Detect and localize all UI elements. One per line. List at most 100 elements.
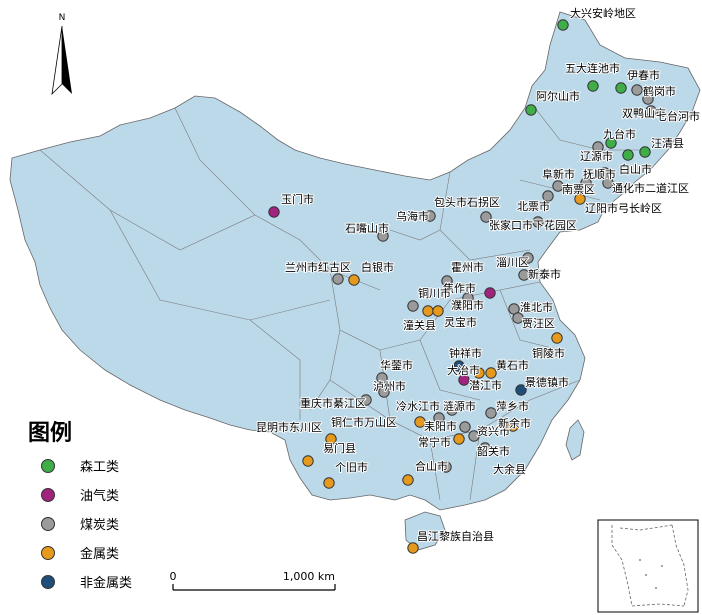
city-marker-3[interactable] <box>631 84 643 96</box>
china-landmass <box>9 11 701 511</box>
city-marker-57[interactable] <box>407 542 419 554</box>
city-marker-2[interactable] <box>615 82 627 94</box>
city-marker-11[interactable] <box>580 177 592 189</box>
city-marker-49[interactable] <box>507 420 519 432</box>
city-marker-29[interactable] <box>407 300 419 312</box>
city-marker-10[interactable] <box>622 149 634 161</box>
city-label-8: 汪清县 <box>651 137 684 150</box>
city-marker-21[interactable] <box>532 216 544 228</box>
city-label-53: 韶关市 <box>477 444 510 458</box>
city-label-26: 新泰市 <box>528 267 561 281</box>
city-marker-5[interactable] <box>642 93 654 105</box>
city-marker-13[interactable] <box>552 180 564 192</box>
city-marker-50[interactable] <box>325 433 337 445</box>
city-marker-38[interactable] <box>473 367 485 379</box>
city-label-0: 大兴安岭地区 <box>570 6 636 20</box>
city-label-41: 泸州市 <box>373 379 406 393</box>
city-label-28: 濮阳市 <box>451 298 484 312</box>
city-marker-36[interactable] <box>376 372 388 384</box>
city-label-13: 南票区 <box>562 183 595 196</box>
city-label-21: 张家口市下花园区 <box>489 218 577 232</box>
legend-symbol-coal <box>41 517 55 531</box>
city-marker-1[interactable] <box>587 80 599 92</box>
city-marker-25[interactable] <box>522 252 534 264</box>
city-marker-42[interactable] <box>360 394 372 406</box>
city-label-35: 钟祥市 <box>449 346 482 360</box>
city-marker-45[interactable] <box>485 407 497 419</box>
city-label-20: 石嘴山市 <box>345 221 389 235</box>
city-marker-44[interactable] <box>446 404 458 416</box>
city-label-23: 白银市 <box>361 260 394 274</box>
city-label-27: 焦作市 <box>443 281 476 295</box>
city-marker-8[interactable] <box>639 146 651 158</box>
city-marker-6[interactable] <box>645 105 657 117</box>
city-label-45: 萍乡市 <box>496 399 529 413</box>
city-marker-27[interactable] <box>462 292 474 304</box>
city-label-17: 玉门市 <box>281 192 314 206</box>
city-label-57: 昌江黎族自治县 <box>417 529 494 543</box>
city-label-38: 大冶市 <box>447 363 480 377</box>
city-marker-39[interactable] <box>515 384 527 396</box>
city-marker-41[interactable] <box>378 386 390 398</box>
city-marker-56[interactable] <box>402 474 414 486</box>
city-marker-34[interactable] <box>551 332 563 344</box>
city-label-18: 乌海市 <box>396 209 429 223</box>
city-label-40: 潜江市 <box>469 378 502 392</box>
city-marker-51[interactable] <box>302 455 314 467</box>
city-marker-14[interactable] <box>602 177 614 189</box>
city-marker-23[interactable] <box>348 274 360 286</box>
city-marker-32[interactable] <box>432 305 444 317</box>
legend-label-metal: 金属类 <box>80 546 119 562</box>
city-marker-24[interactable] <box>441 275 453 287</box>
city-label-49: 新余市 <box>498 416 531 430</box>
legend-symbol-oilgas <box>41 488 55 502</box>
city-label-14: 通化市二道江区 <box>612 181 689 195</box>
city-marker-16[interactable] <box>574 193 586 205</box>
city-label-12: 抚顺市 <box>583 167 616 181</box>
legend-symbol-nonmetal <box>41 575 55 589</box>
taiwan-island <box>565 419 585 461</box>
city-marker-7[interactable] <box>605 137 617 149</box>
city-marker-54[interactable] <box>323 477 335 489</box>
city-marker-26[interactable] <box>518 269 530 281</box>
city-marker-33[interactable] <box>512 312 524 324</box>
city-label-48: 资兴市 <box>477 424 510 438</box>
city-label-6: 七台河市 <box>656 109 700 123</box>
city-marker-53[interactable] <box>479 442 491 454</box>
city-label-19: 包头市石拐区 <box>434 195 500 209</box>
city-label-16: 辽阳市弓长岭区 <box>585 201 662 215</box>
city-marker-4[interactable] <box>525 104 537 116</box>
city-label-5: 双鸭山市 <box>622 106 666 120</box>
city-marker-48[interactable] <box>468 430 480 442</box>
city-marker-37[interactable] <box>485 367 497 379</box>
city-marker-28[interactable] <box>484 287 496 299</box>
city-marker-55[interactable] <box>440 461 452 473</box>
legend-label-nonmetal: 非金属类 <box>80 575 132 591</box>
city-marker-52[interactable] <box>453 433 465 445</box>
legend-label-oilgas: 油气类 <box>80 488 119 504</box>
city-marker-18[interactable] <box>424 210 436 222</box>
city-marker-19[interactable] <box>480 211 492 223</box>
city-label-4: 阿尔山市 <box>536 89 580 103</box>
city-marker-20[interactable] <box>377 230 389 242</box>
city-marker-22[interactable] <box>332 273 344 285</box>
city-marker-46[interactable] <box>414 416 426 428</box>
city-label-32: 灵宝市 <box>444 315 477 329</box>
city-marker-17[interactable] <box>268 206 280 218</box>
city-marker-35[interactable] <box>453 360 465 372</box>
city-marker-47[interactable] <box>459 421 471 433</box>
city-marker-40[interactable] <box>458 374 470 386</box>
city-label-39: 景德镇市 <box>525 375 569 389</box>
city-label-31: 潼关县 <box>403 318 436 332</box>
city-marker-0[interactable] <box>557 19 569 31</box>
city-marker-15[interactable] <box>542 190 554 202</box>
city-marker-9[interactable] <box>592 141 604 153</box>
city-label-51: 易门县 <box>323 441 356 455</box>
city-marker-43[interactable] <box>433 412 445 424</box>
north-arrow: N <box>51 13 72 96</box>
city-marker-31[interactable] <box>422 305 434 317</box>
scale-bar: 0 1,000 km <box>170 570 336 591</box>
legend-title: 图例 <box>28 421 72 446</box>
